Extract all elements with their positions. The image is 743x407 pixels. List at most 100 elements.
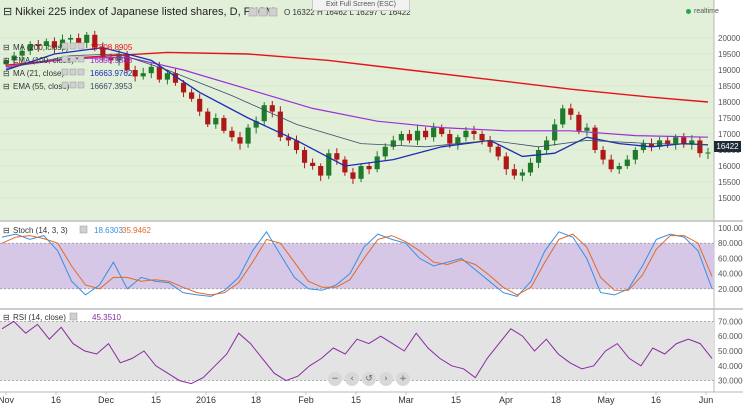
candle[interactable] <box>414 125 421 145</box>
candle[interactable] <box>560 104 566 128</box>
zoom-in-icon[interactable]: + <box>396 372 410 386</box>
candle[interactable] <box>382 143 388 162</box>
candle[interactable] <box>422 127 429 140</box>
close-icon[interactable] <box>77 68 85 76</box>
collapse-icon[interactable]: ⊟ <box>3 56 10 65</box>
candle[interactable] <box>406 129 413 144</box>
candle[interactable] <box>398 131 404 146</box>
candle[interactable] <box>697 136 703 158</box>
candle[interactable] <box>648 138 655 152</box>
stoch-series-line[interactable] <box>1 233 713 296</box>
candle[interactable] <box>535 147 542 169</box>
candle[interactable] <box>495 144 501 161</box>
settings-icon[interactable] <box>61 55 69 63</box>
candle[interactable] <box>197 93 203 117</box>
candle[interactable] <box>35 39 41 52</box>
candle[interactable] <box>366 162 372 175</box>
candle[interactable] <box>269 101 275 118</box>
candle[interactable] <box>584 123 590 136</box>
candle[interactable] <box>140 67 146 80</box>
candle[interactable] <box>439 124 445 137</box>
series-line[interactable] <box>5 51 709 103</box>
candle[interactable] <box>681 133 687 148</box>
candle[interactable] <box>576 111 582 135</box>
candle[interactable] <box>285 133 292 146</box>
collapse-icon[interactable]: ⊟ <box>3 313 10 322</box>
settings-icon[interactable] <box>61 42 69 50</box>
candle[interactable] <box>455 134 461 150</box>
candle[interactable] <box>164 70 170 85</box>
candle[interactable] <box>148 63 154 79</box>
candle[interactable] <box>350 167 356 184</box>
candle[interactable] <box>189 88 195 102</box>
exit-fullscreen-button[interactable]: Exit Full Screen (ESC) <box>312 0 410 11</box>
candle[interactable] <box>261 102 267 126</box>
candle[interactable] <box>689 135 695 150</box>
hide-icon[interactable] <box>69 42 77 50</box>
hide-icon[interactable] <box>258 7 268 17</box>
candle[interactable] <box>431 122 437 142</box>
candle[interactable] <box>43 38 49 50</box>
candle[interactable] <box>487 135 493 153</box>
candle[interactable] <box>293 135 300 154</box>
settings-icon[interactable] <box>248 7 258 17</box>
candle[interactable] <box>172 68 179 86</box>
candle[interactable] <box>301 146 308 169</box>
close-icon[interactable] <box>268 7 278 17</box>
hide-icon[interactable] <box>69 55 77 63</box>
close-icon[interactable] <box>77 42 85 50</box>
candle[interactable] <box>27 41 33 55</box>
candle[interactable] <box>390 135 396 150</box>
price-panel-bg[interactable] <box>0 0 714 220</box>
candle[interactable] <box>447 129 453 148</box>
candle[interactable] <box>705 147 711 159</box>
candle[interactable] <box>229 126 235 142</box>
series-line[interactable] <box>5 46 709 167</box>
collapse-icon[interactable]: ⊟ <box>3 82 10 91</box>
candle[interactable] <box>253 116 259 134</box>
candle[interactable] <box>600 146 606 165</box>
series-line[interactable] <box>5 53 709 148</box>
zoom-out-icon[interactable]: − <box>328 372 342 386</box>
settings-icon[interactable] <box>69 312 78 321</box>
candle[interactable] <box>132 65 138 82</box>
candle[interactable] <box>310 158 316 170</box>
candle[interactable] <box>616 162 622 174</box>
candle[interactable] <box>552 119 558 146</box>
candle[interactable] <box>245 124 251 148</box>
candle[interactable] <box>221 115 227 134</box>
candle[interactable] <box>608 154 614 173</box>
candle[interactable] <box>180 80 187 98</box>
candle[interactable] <box>665 135 671 148</box>
candle[interactable] <box>100 42 106 63</box>
stoch-series-line[interactable] <box>1 230 713 297</box>
hide-icon[interactable] <box>69 68 77 76</box>
reset-icon[interactable]: ↺ <box>362 372 376 386</box>
candle[interactable] <box>527 158 534 177</box>
candle[interactable] <box>277 106 283 142</box>
scroll-right-icon[interactable]: › <box>379 372 393 386</box>
candle[interactable] <box>213 113 219 129</box>
series-line[interactable] <box>5 56 709 138</box>
candle[interactable] <box>632 147 638 165</box>
collapse-icon[interactable]: ⊟ <box>3 69 10 78</box>
candle[interactable] <box>318 163 324 181</box>
rsi-series-line[interactable] <box>1 320 713 385</box>
candle[interactable] <box>11 51 17 65</box>
settings-icon[interactable] <box>79 225 88 234</box>
candle[interactable] <box>479 130 485 145</box>
collapse-icon[interactable]: ⊟ <box>3 43 10 52</box>
hide-icon[interactable] <box>69 81 77 89</box>
collapse-icon[interactable]: ⊟ <box>3 6 12 18</box>
scroll-left-icon[interactable]: ‹ <box>345 372 359 386</box>
candle[interactable] <box>503 152 509 175</box>
candle[interactable] <box>568 103 574 120</box>
settings-icon[interactable] <box>61 68 69 76</box>
settings-icon[interactable] <box>61 81 69 89</box>
candle[interactable] <box>544 136 550 154</box>
close-icon[interactable] <box>77 55 85 63</box>
candle[interactable] <box>471 125 477 140</box>
candle[interactable] <box>519 168 525 182</box>
candle[interactable] <box>19 45 25 62</box>
